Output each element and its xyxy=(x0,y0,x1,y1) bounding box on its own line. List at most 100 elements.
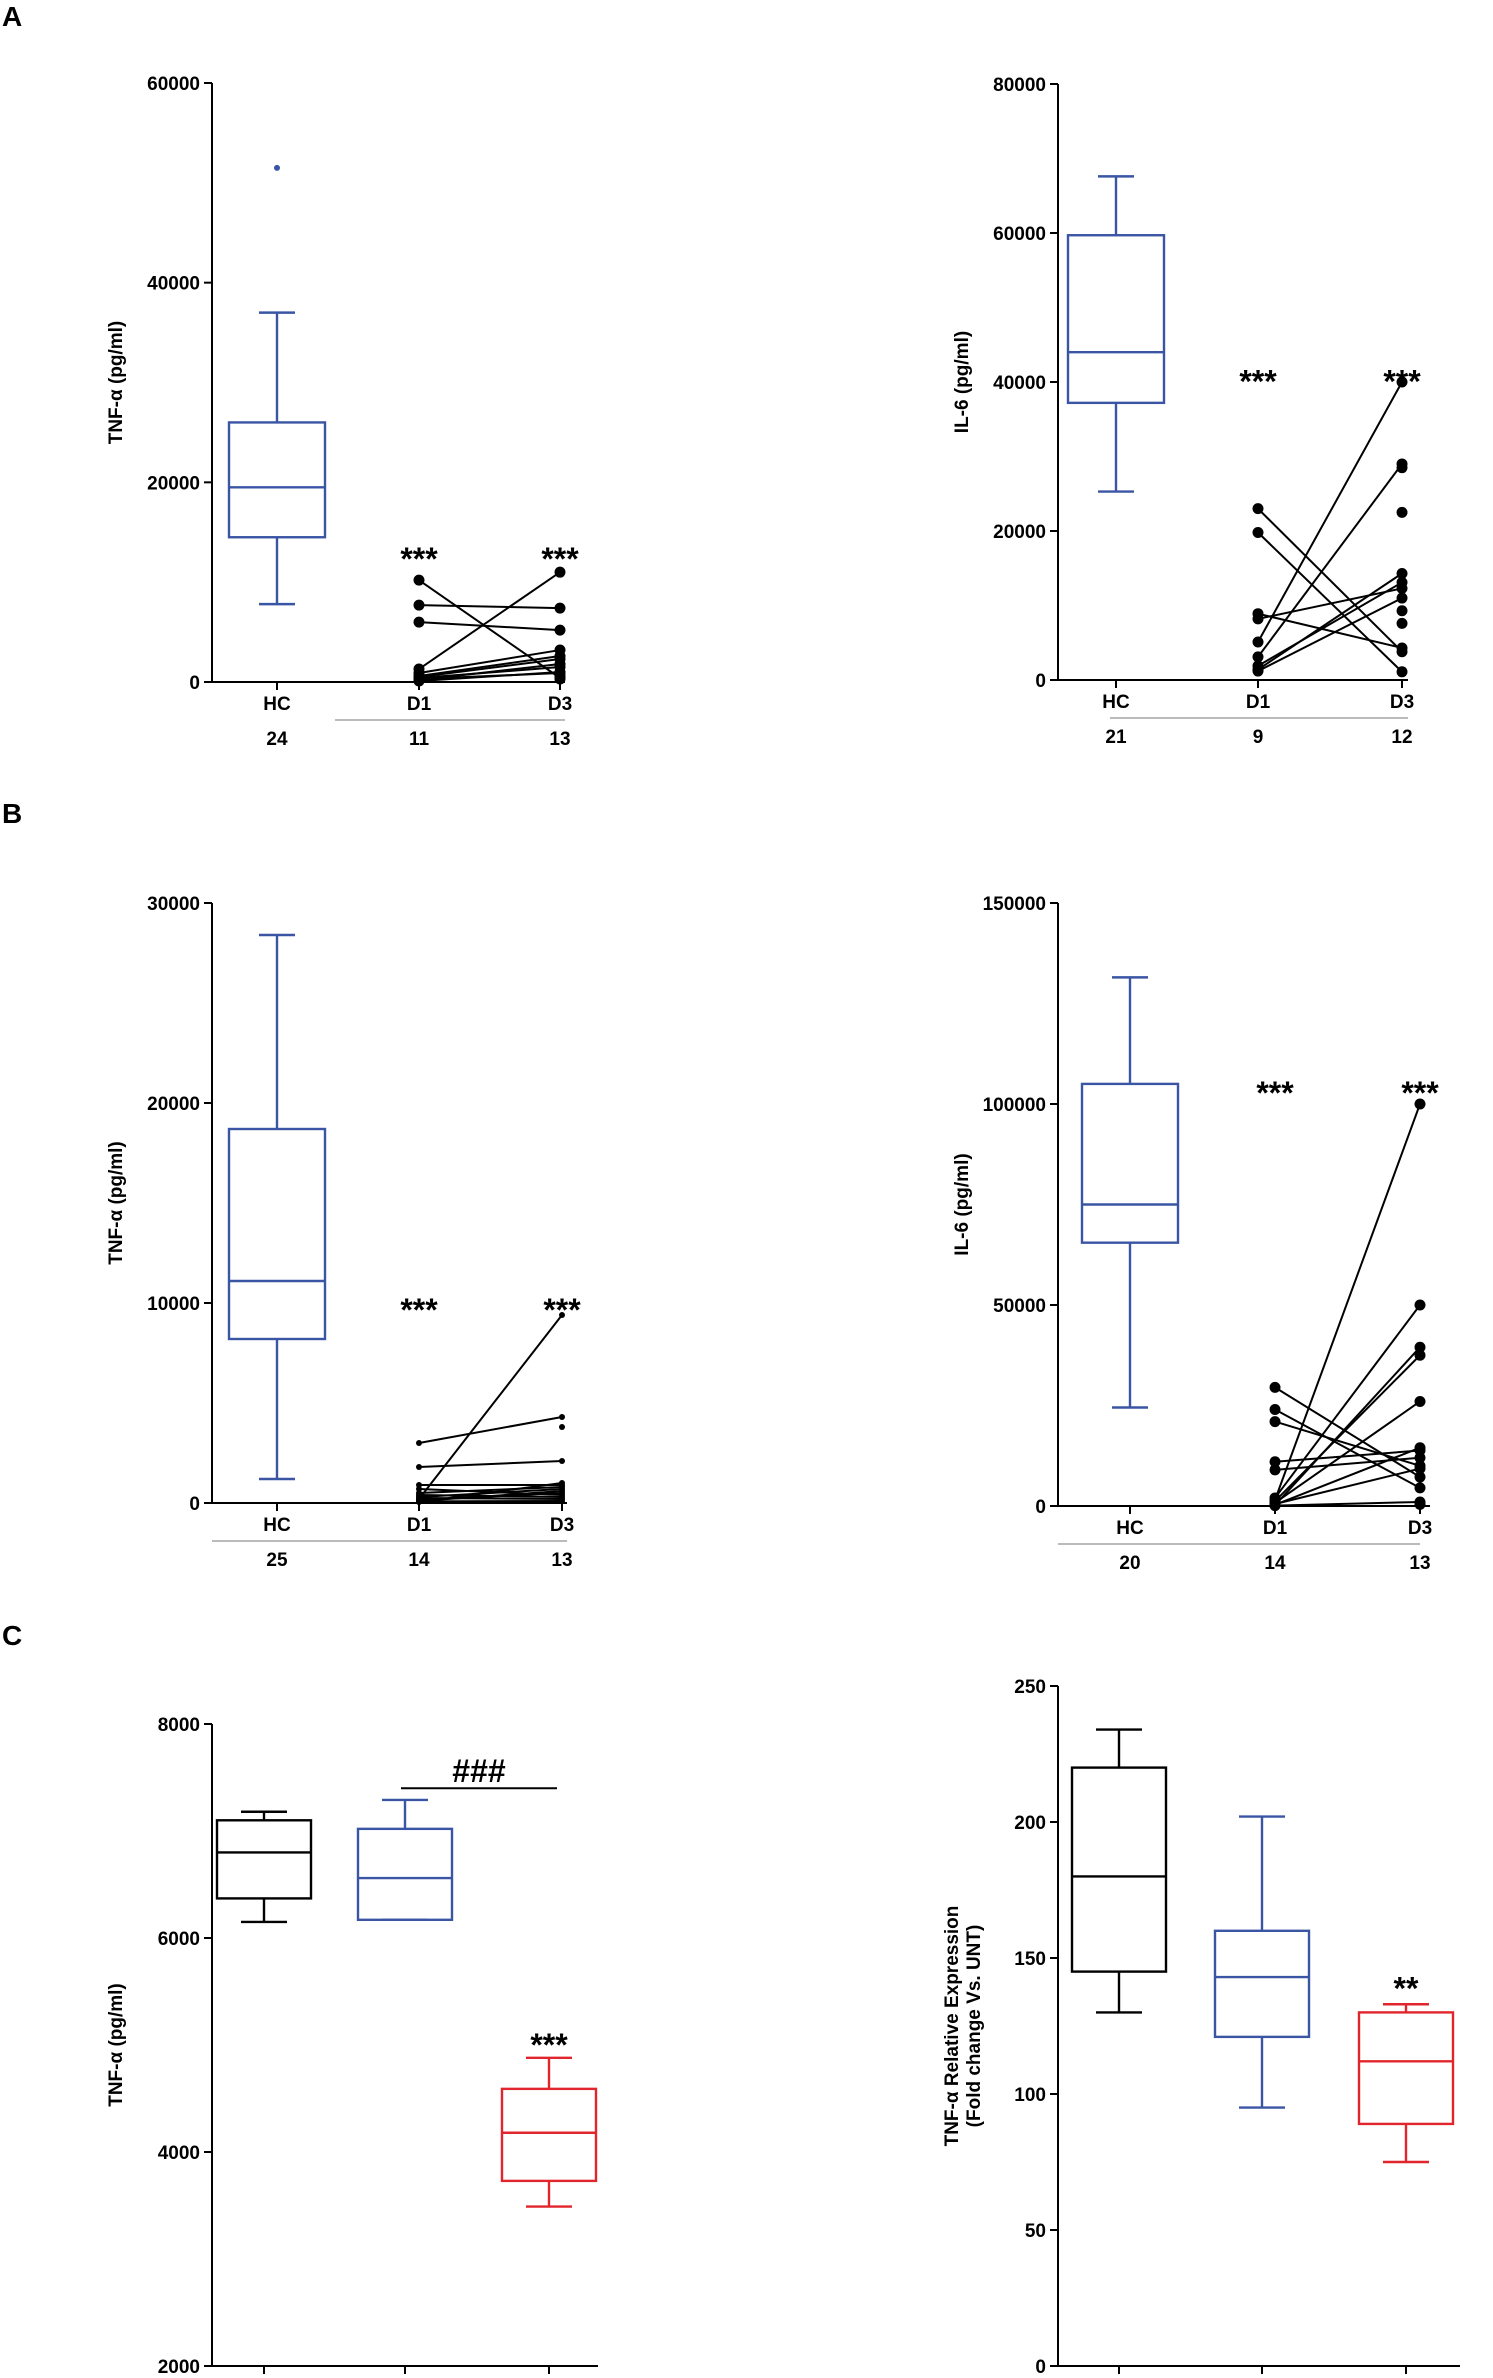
y-tick-label: 0 xyxy=(1035,1497,1046,1518)
d3-point xyxy=(1396,617,1408,629)
y-tick-label: 40000 xyxy=(993,373,1046,394)
d3-point xyxy=(1396,576,1408,588)
d1-point xyxy=(416,1440,422,1446)
category-label: D3 xyxy=(1390,692,1414,713)
d3-point xyxy=(554,670,566,682)
y-tick-label: 40000 xyxy=(147,274,200,295)
y-tick-label: 80000 xyxy=(993,75,1046,96)
paired-line xyxy=(1257,381,1403,643)
d3-point xyxy=(1414,1299,1426,1311)
y-tick-label: 2000 xyxy=(158,2357,200,2378)
y-tick-label: 60000 xyxy=(993,224,1046,245)
significance-marker: *** xyxy=(1383,363,1421,399)
significance-marker: ** xyxy=(1394,1971,1419,2007)
paired-line xyxy=(418,571,561,670)
d3-point xyxy=(559,1498,565,1504)
paired-line xyxy=(1257,572,1403,671)
box-1-box xyxy=(356,1827,454,1922)
y-tick-label: 0 xyxy=(189,1494,200,1515)
category-label: D3 xyxy=(550,1515,574,1536)
d3-point xyxy=(559,1312,565,1318)
significance-marker: *** xyxy=(1256,1075,1294,1111)
d1-point xyxy=(1252,665,1264,677)
d3-point xyxy=(559,1458,565,1464)
box-2-box xyxy=(500,2087,598,2183)
paired-line xyxy=(1257,581,1403,667)
paired-line xyxy=(1274,1304,1421,1499)
n-label: 20 xyxy=(1119,1553,1140,1574)
d3-point xyxy=(1414,1471,1426,1483)
n-label: 9 xyxy=(1253,727,1264,748)
paired-line xyxy=(1274,1103,1421,1501)
d3-point xyxy=(1414,1442,1426,1454)
n-label: 14 xyxy=(1264,1553,1286,1574)
hc-outlier-0 xyxy=(274,164,280,171)
category-label: HC xyxy=(263,1515,291,1536)
d3-point xyxy=(559,1424,565,1430)
d3-point xyxy=(1414,1395,1426,1407)
significance-marker: *** xyxy=(530,2027,568,2063)
d3-point xyxy=(559,1414,565,1420)
chart-a2: 0 20000 40000 60000 80000 IL-6 (pg/ml) HC D1 D3 2… xyxy=(952,75,1421,748)
d3-point xyxy=(554,658,566,670)
significance-marker: *** xyxy=(1401,1075,1439,1111)
hc-box xyxy=(1080,1082,1180,1244)
paired-line xyxy=(1274,1456,1421,1471)
chart-a1: 0 20000 40000 60000 TNF-α (pg/ml) HC D1 D3 24 11 1… xyxy=(106,74,579,750)
paired-line xyxy=(1274,1400,1421,1504)
d3-point xyxy=(1396,506,1408,518)
category-label: D1 xyxy=(1263,1518,1288,1539)
d1-point xyxy=(1269,1456,1281,1468)
paired-line xyxy=(1257,463,1403,658)
y-axis-label: IL-6 (pg/ml) xyxy=(952,331,973,433)
d1-point xyxy=(413,675,425,687)
d3-point xyxy=(1414,1463,1426,1475)
n-label: 13 xyxy=(551,1550,572,1571)
paired-line xyxy=(418,671,561,682)
y-tick-label: 60000 xyxy=(147,74,200,95)
d1-point xyxy=(416,1499,422,1505)
y-tick-label: 8000 xyxy=(158,1715,200,1736)
category-label: HC xyxy=(263,694,291,715)
paired-line xyxy=(418,1416,563,1444)
d3-point xyxy=(1396,605,1408,617)
y-tick-label: 20000 xyxy=(993,522,1046,543)
y-tick-label: 20000 xyxy=(147,473,200,494)
d3-point xyxy=(1396,567,1408,579)
paired-line xyxy=(418,655,561,678)
box-2-box xyxy=(1357,2011,1455,2126)
d1-point xyxy=(1269,1381,1281,1393)
paired-line xyxy=(1274,1420,1421,1467)
d1-point xyxy=(1252,613,1264,625)
d3-point xyxy=(559,1488,565,1494)
d1-point xyxy=(1269,1416,1281,1428)
y-tick-label: 50 xyxy=(1025,2221,1046,2242)
d1-point xyxy=(416,1464,422,1470)
n-label: 14 xyxy=(408,1550,430,1571)
y-tick-label: 20000 xyxy=(147,1094,200,1115)
box-0-box xyxy=(215,1819,313,1900)
panel-label-b: B xyxy=(2,798,22,829)
chart-b2: 0 50000 100000 150000 IL-6 (pg/ml) HC D1 D3 20 14… xyxy=(952,894,1439,1574)
d1-point xyxy=(1252,651,1264,663)
d1-point xyxy=(1269,1500,1281,1512)
n-label: 11 xyxy=(409,729,430,750)
paired-line xyxy=(1257,531,1403,673)
hc-box xyxy=(227,1127,327,1341)
paired-line xyxy=(1274,1446,1421,1506)
panel-label-a: A xyxy=(2,1,22,32)
paired-line xyxy=(418,1486,563,1494)
y-tick-label: 10000 xyxy=(147,1294,200,1315)
category-label: D1 xyxy=(407,1515,432,1536)
paired-line xyxy=(418,1314,563,1500)
paired-line xyxy=(1257,587,1403,620)
y-axis-label: IL-6 (pg/ml) xyxy=(952,1153,973,1255)
y-tick-label: 150 xyxy=(1014,1949,1046,1970)
category-label: D1 xyxy=(407,694,432,715)
paired-line xyxy=(1274,1354,1421,1502)
paired-line xyxy=(418,663,561,681)
category-label: HC xyxy=(1116,1518,1144,1539)
d3-point xyxy=(1396,376,1408,388)
d3-point xyxy=(1414,1498,1426,1510)
